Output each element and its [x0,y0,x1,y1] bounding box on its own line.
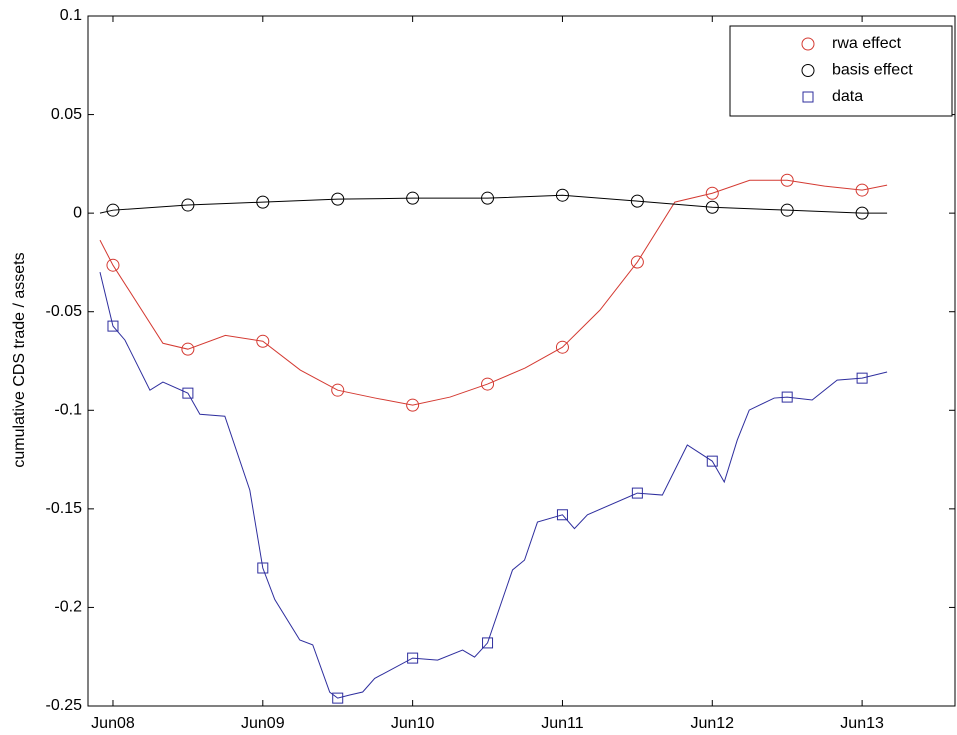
marker [256,334,270,348]
marker [107,320,119,332]
legend-marker [801,37,815,51]
marker [181,198,195,212]
y-tick-label: 0.1 [60,7,82,24]
marker [482,637,494,649]
marker [481,191,495,205]
marker [181,342,195,356]
marker [106,258,120,272]
series-line [99,179,888,406]
marker [780,173,794,187]
series-line [99,271,888,699]
marker [705,186,719,200]
legend-marker [802,91,814,103]
marker [332,692,344,704]
marker [630,255,644,269]
legend-marker [801,64,815,77]
marker [406,398,420,412]
plot-frame [87,15,956,707]
y-tick-label: -0.2 [54,599,82,616]
marker [331,383,345,397]
x-tick-label: Jun08 [91,715,135,732]
series-line [99,194,888,214]
marker [630,194,644,208]
x-tick-label: Jun11 [541,715,584,732]
legend-label: basis effect [832,62,913,79]
marker [331,192,345,206]
y-tick-label: -0.15 [46,500,83,517]
marker [855,183,869,197]
marker [182,387,194,399]
y-tick-label: 0 [73,204,82,221]
marker [631,487,643,499]
marker [556,509,568,521]
legend-label: data [832,88,863,105]
marker [257,562,269,574]
y-tick-label: -0.05 [46,303,83,320]
marker [781,391,793,403]
y-tick-label: -0.1 [54,402,82,419]
marker [555,340,569,354]
marker [705,200,719,214]
marker [256,195,270,209]
x-tick-label: Jun10 [391,715,435,732]
marker [406,191,420,205]
legend-label: rwa effect [832,35,902,52]
marker [407,652,419,664]
legend-box [729,25,953,117]
x-tick-label: Jun12 [690,715,734,732]
y-tick-label: 0.05 [51,106,82,123]
y-tick-label: -0.25 [46,697,83,714]
marker [481,377,495,391]
marker [855,206,869,220]
marker [856,372,868,384]
x-tick-label: Jun13 [840,715,884,732]
marker [555,188,569,202]
marker [780,203,794,217]
y-axis-label: cumulative CDS trade / assets [11,252,28,467]
marker [106,203,120,217]
marker [706,455,718,467]
x-tick-label: Jun09 [241,715,285,732]
